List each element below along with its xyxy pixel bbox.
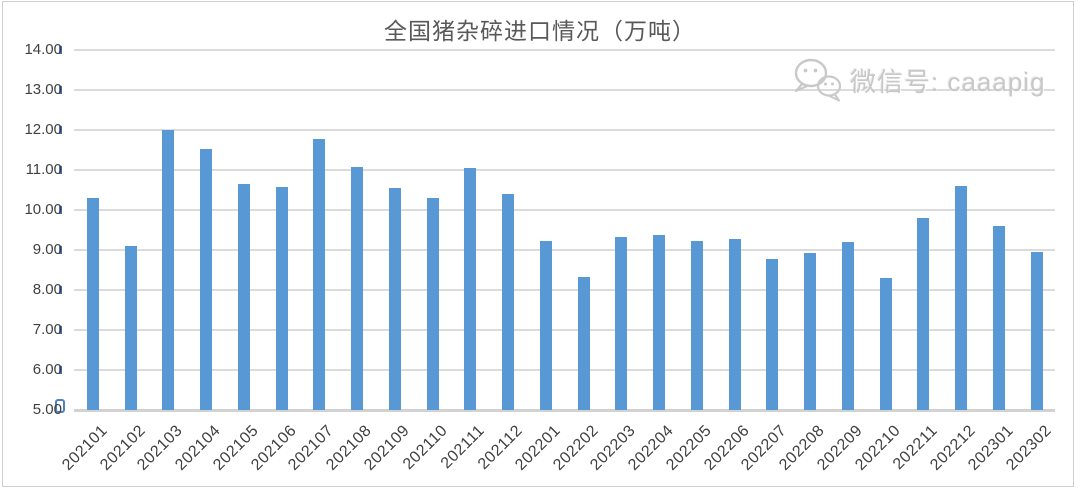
gridline [74,169,1055,171]
chart-title: 全国猪杂碎进口情况（万吨） [384,19,696,44]
gridline [74,249,1055,251]
y-axis-tick [59,166,62,174]
wechat-icon [794,58,842,102]
gridline [74,369,1055,371]
y-axis-tick [55,399,65,413]
gridline [74,89,1055,91]
y-axis-tick [59,46,62,54]
y-axis-tick [59,366,62,374]
y-axis-tick [59,206,62,214]
bar [728,238,741,410]
bar [955,185,968,410]
bar [841,241,854,410]
y-axis-tick [59,246,62,254]
bar [87,197,99,410]
y-axis-label: 9.00 [32,241,62,258]
y-axis-label: 11.00 [25,161,62,178]
bar [804,253,817,410]
watermark: 微信号: caaapig [792,56,1046,104]
y-axis-tick [59,326,62,334]
bar [1030,251,1043,410]
bar [917,218,930,410]
bar [766,258,779,410]
bar [577,276,590,410]
bar [162,130,175,410]
y-axis-tick [59,126,62,134]
watermark-text: 微信号: caaapig [850,66,1046,97]
bar [275,187,288,410]
bar [502,193,515,410]
gridline [74,329,1055,331]
y-axis-label: 5.00 [32,401,62,418]
bar [653,234,666,410]
bar [539,240,552,410]
y-axis-tick [59,286,62,294]
bar [615,236,628,410]
bar [313,139,326,410]
gridline [74,209,1055,211]
bar [992,225,1005,410]
bar [388,187,401,410]
y-axis-label: 7.00 [32,321,62,338]
y-axis-label: 13.00 [24,81,62,98]
bar [124,246,137,410]
y-axis-label: 6.00 [32,361,62,378]
gridline [74,49,1055,51]
y-axis-label: 8.00 [32,281,62,298]
bar [690,240,703,410]
y-axis-label: 12.00 [24,121,62,138]
bar [426,198,439,410]
bar [351,166,364,410]
bar [464,167,477,410]
bar [879,277,892,410]
y-axis-tick [59,86,62,94]
y-axis-label: 14.00 [24,41,62,58]
x-axis-line [74,409,1055,412]
bar [200,149,213,410]
gridline [74,289,1055,291]
y-axis-label: 10.00 [24,201,62,218]
gridline [74,129,1055,131]
bar [237,184,250,410]
